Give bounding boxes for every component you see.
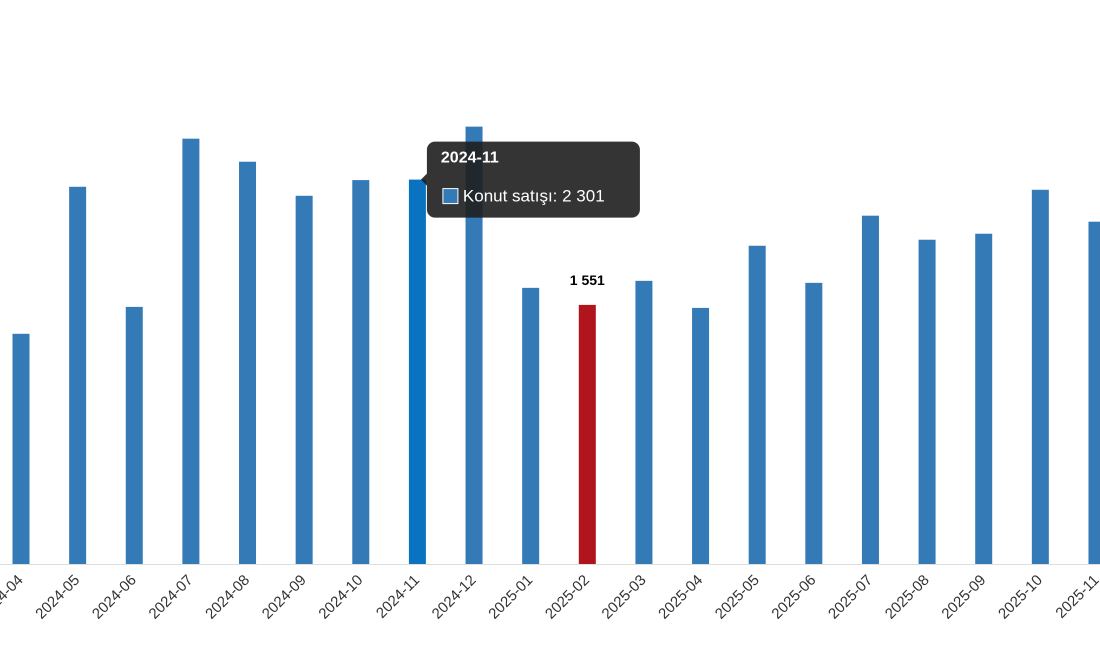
bar xyxy=(126,307,143,564)
x-tick-label: 2025-04 xyxy=(655,572,706,623)
tooltip-title: 2024-11 xyxy=(441,150,499,167)
x-tick-label: 2025-03 xyxy=(599,572,650,623)
x-tick-label: 2025-02 xyxy=(542,572,593,623)
bar xyxy=(182,139,199,564)
bar xyxy=(409,180,426,564)
x-tick-label: 2025-09 xyxy=(938,572,989,623)
x-tick-label: 2024-06 xyxy=(89,572,140,623)
bar xyxy=(919,240,936,564)
bar xyxy=(1088,222,1100,564)
bar xyxy=(805,283,822,564)
bar xyxy=(975,234,992,564)
x-tick-label: 2024-12 xyxy=(429,572,480,623)
data-label: 1 551 xyxy=(570,272,605,288)
tooltip-swatch xyxy=(443,189,458,204)
x-tick-label: 2024-07 xyxy=(146,572,197,623)
bar xyxy=(296,196,313,564)
bar xyxy=(1032,190,1049,564)
bar xyxy=(692,308,709,564)
bar xyxy=(749,246,766,564)
x-tick-label: 2025-07 xyxy=(825,572,876,623)
bar xyxy=(352,180,369,564)
bar xyxy=(635,281,652,564)
x-tick-label: 2024-08 xyxy=(202,572,253,623)
x-tick-label: 2024-09 xyxy=(259,572,310,623)
bar xyxy=(522,288,539,564)
x-tick-label: 2025-11 xyxy=(1052,572,1100,622)
x-tick-label: 2024-10 xyxy=(315,572,366,623)
tooltip-text: Konut satışı: 2 301 xyxy=(463,187,605,206)
bar xyxy=(579,305,596,564)
tooltip: 2024-11 Konut satışı: 2 301 xyxy=(421,142,640,218)
x-tick-label: 2025-01 xyxy=(485,572,536,623)
x-tick-label: 2024-04 xyxy=(0,572,27,623)
x-tick-label: 2025-05 xyxy=(712,572,763,623)
bar xyxy=(13,334,30,564)
bar xyxy=(69,187,86,564)
x-tick-label: 2025-08 xyxy=(882,572,933,623)
bar xyxy=(862,216,879,564)
bar xyxy=(239,162,256,564)
x-tick-label: 2024-11 xyxy=(373,572,423,622)
x-tick-label: 2025-10 xyxy=(995,572,1046,623)
x-tick-label: 2025-06 xyxy=(768,572,819,623)
x-tick-label: 2024-05 xyxy=(32,572,83,623)
